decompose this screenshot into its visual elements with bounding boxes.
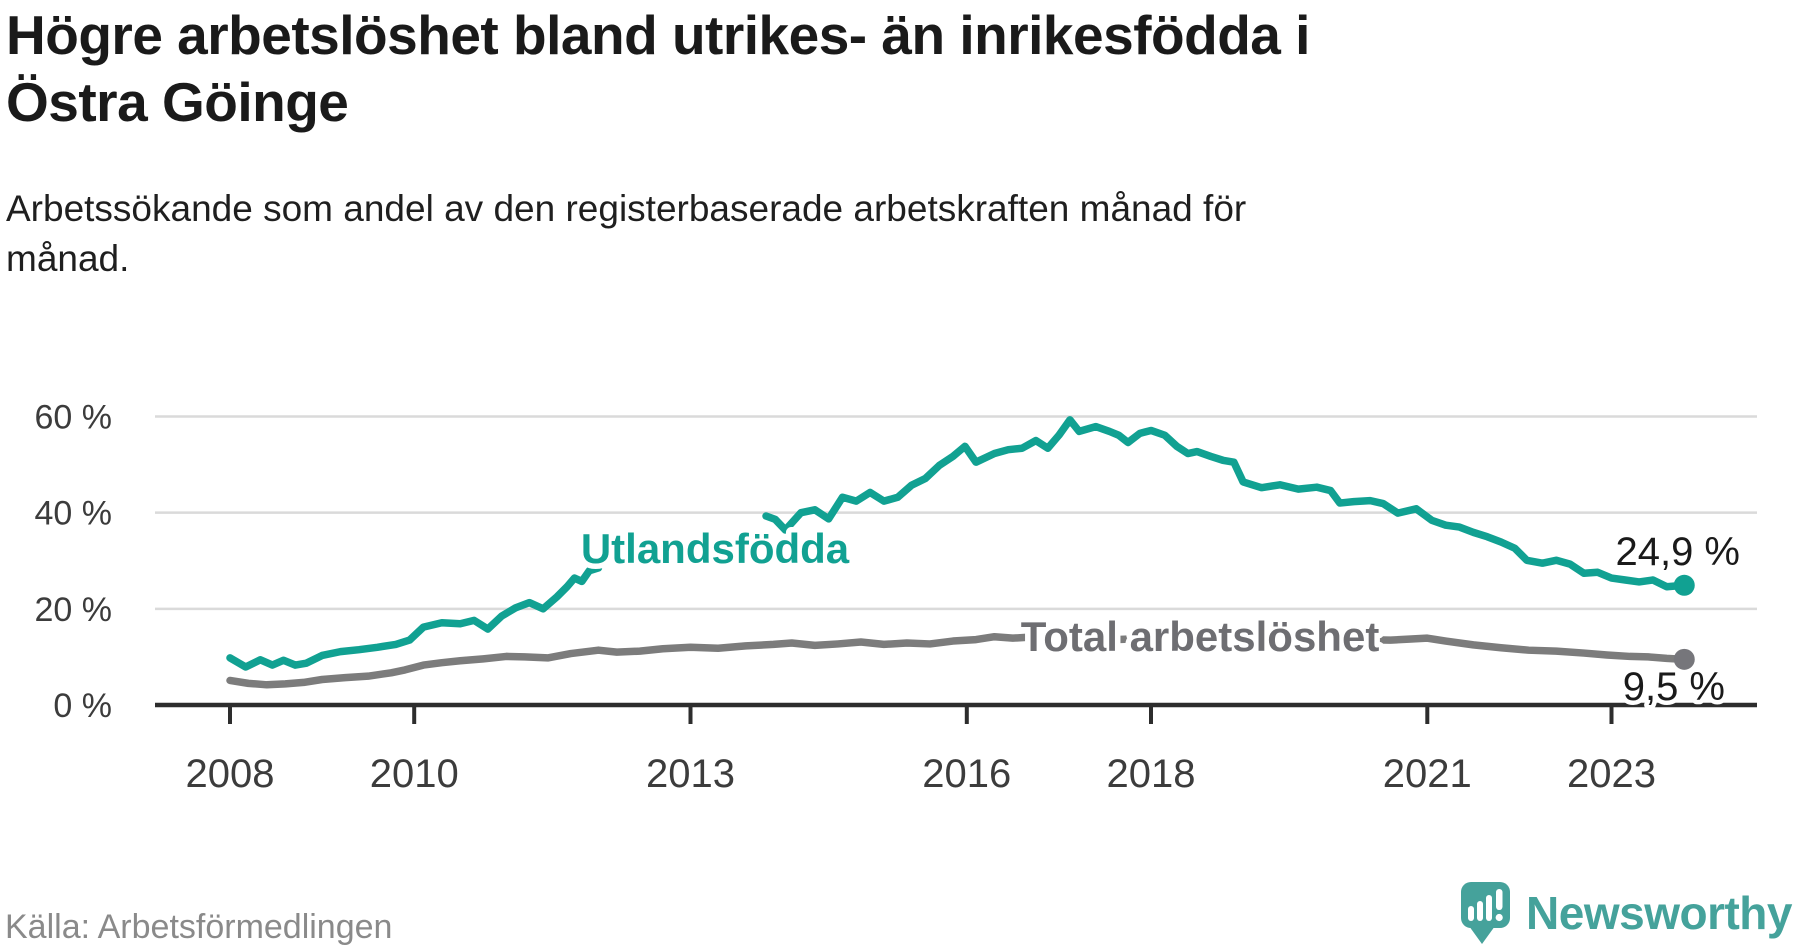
page-title: Högre arbetslöshet bland utrikes- än inr… [6, 4, 1310, 134]
series-end-dot-utlandsf-dda [1673, 574, 1695, 596]
y-axis-tick-label: 60 % [35, 399, 113, 437]
y-axis-tick-label: 0 % [53, 687, 112, 725]
series-line-utlandsf-dda [226, 564, 603, 671]
x-axis-tick-label: 2013 [646, 752, 735, 796]
x-axis-tick-label: 2016 [922, 752, 1011, 796]
series-end-dot-total-arbetsl-shet [1673, 648, 1695, 670]
newsworthy-icon [1461, 882, 1511, 944]
series-line-utlandsf-dda [762, 416, 1689, 591]
brand-name: Newsworthy [1526, 887, 1792, 939]
x-axis-tick-label: 2008 [186, 752, 275, 796]
x-axis-tick-label: 2018 [1107, 752, 1196, 796]
y-axis-tick-label: 20 % [35, 591, 113, 629]
y-axis-tick-label: 40 % [35, 495, 113, 533]
source-note: Källa: Arbetsförmedlingen [5, 908, 393, 946]
end-value-label-total-arbetsl-shet: 9,5 % [1623, 665, 1725, 709]
end-value-label-utlandsf-dda: 24,9 % [1615, 530, 1740, 574]
x-axis-tick-label: 2010 [370, 752, 459, 796]
series-label-utlandsf-dda: Utlandsfödda [581, 525, 850, 572]
series-label-total-arbetsl-shet: Total arbetslöshet [1021, 613, 1380, 660]
x-axis-tick-label: 2021 [1383, 752, 1472, 796]
series-line-total-arbetsl-shet [226, 632, 1689, 689]
page-subtitle: Arbetssökande som andel av den registerb… [6, 188, 1247, 279]
x-axis-tick-label: 2023 [1567, 752, 1656, 796]
brand-logo-link[interactable]: Newsworthy [1460, 880, 1792, 946]
